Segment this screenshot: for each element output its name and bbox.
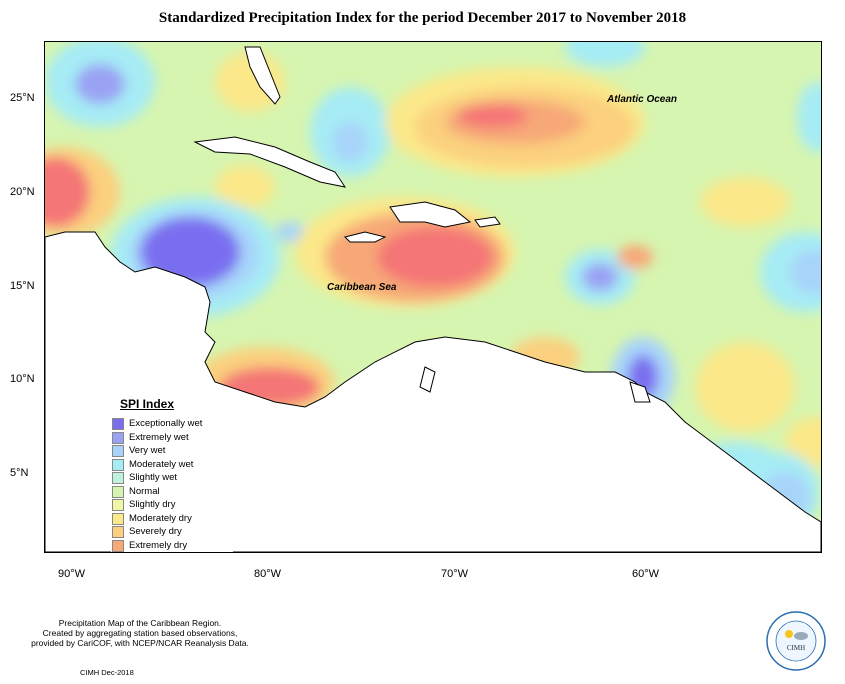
footer-line: Precipitation Map of the Caribbean Regio… (58, 618, 222, 628)
spi-legend: SPI Index Exceptionally wet Extremely wet… (111, 394, 233, 553)
legend-label: Extremely dry (129, 539, 188, 551)
cimh-logo: CIMH (766, 611, 826, 671)
footer-note: Precipitation Map of the Caribbean Regio… (0, 618, 280, 648)
logo-text: CIMH (787, 644, 805, 652)
footer-line: Created by aggregating station based obs… (42, 628, 238, 638)
legend-swatch (112, 499, 124, 511)
legend-swatch (112, 458, 124, 471)
legend-item: Slightly dry (112, 499, 232, 512)
atlantic-ocean-label: Atlantic Ocean (607, 94, 678, 105)
legend-title: SPI Index (120, 397, 175, 411)
caribbean-sea-label: Caribbean Sea (327, 282, 397, 293)
y-tick-label: 20°N (10, 186, 35, 198)
legend-item: Extremely wet (112, 431, 232, 445)
legend-item: Extremely dry (112, 539, 232, 553)
legend-label: Exceptionally wet (129, 418, 203, 429)
y-tick-label: 10°N (10, 373, 35, 385)
legend-item: Moderately wet (112, 458, 232, 472)
legend-item: Normal (112, 485, 232, 499)
legend-swatch (112, 512, 124, 525)
y-tick-label: 25°N (10, 92, 35, 104)
footer-line: provided by CariCOF, with NCEP/NCAR Rean… (31, 638, 249, 648)
x-tick-label: 80°W (254, 568, 282, 580)
x-tick-label: 60°W (632, 568, 660, 580)
map-title: Standardized Precipitation Index for the… (158, 10, 687, 26)
legend-swatch (112, 539, 124, 552)
y-tick-label: 5°N (10, 467, 29, 479)
legend-item: Severely dry (112, 526, 232, 539)
legend-label: Slightly wet (129, 472, 178, 483)
legend-label: Slightly dry (129, 499, 176, 510)
legend-label: Very wet (129, 445, 166, 456)
land-masses (45, 46, 821, 552)
legend-swatch (112, 431, 124, 444)
spi-map-canvas (45, 42, 821, 552)
legend-swatch (112, 526, 124, 538)
legend-label: Moderately wet (129, 458, 194, 470)
legend-label: Normal (129, 485, 160, 497)
x-tick-label: 90°W (58, 568, 86, 580)
legend-item: Slightly wet (112, 472, 232, 485)
legend-item: Moderately dry (112, 512, 232, 526)
legend-item: Exceptionally wet (112, 418, 232, 431)
legend-label: Extremely wet (129, 431, 189, 443)
y-tick-label: 15°N (10, 280, 35, 292)
legend-swatch (112, 472, 124, 484)
credit-text: CIMH Dec-2018 (80, 668, 134, 677)
legend-label: Severely dry (129, 526, 182, 537)
x-tick-label: 70°W (441, 568, 469, 580)
legend-swatch (112, 445, 124, 457)
legend-swatch (112, 418, 124, 430)
legend-swatch (112, 485, 124, 498)
legend-item: Very wet (112, 445, 232, 458)
spi-map: Atlantic Ocean Caribbean Sea SPI Index E… (44, 41, 822, 553)
legend-label: Moderately dry (129, 512, 192, 524)
